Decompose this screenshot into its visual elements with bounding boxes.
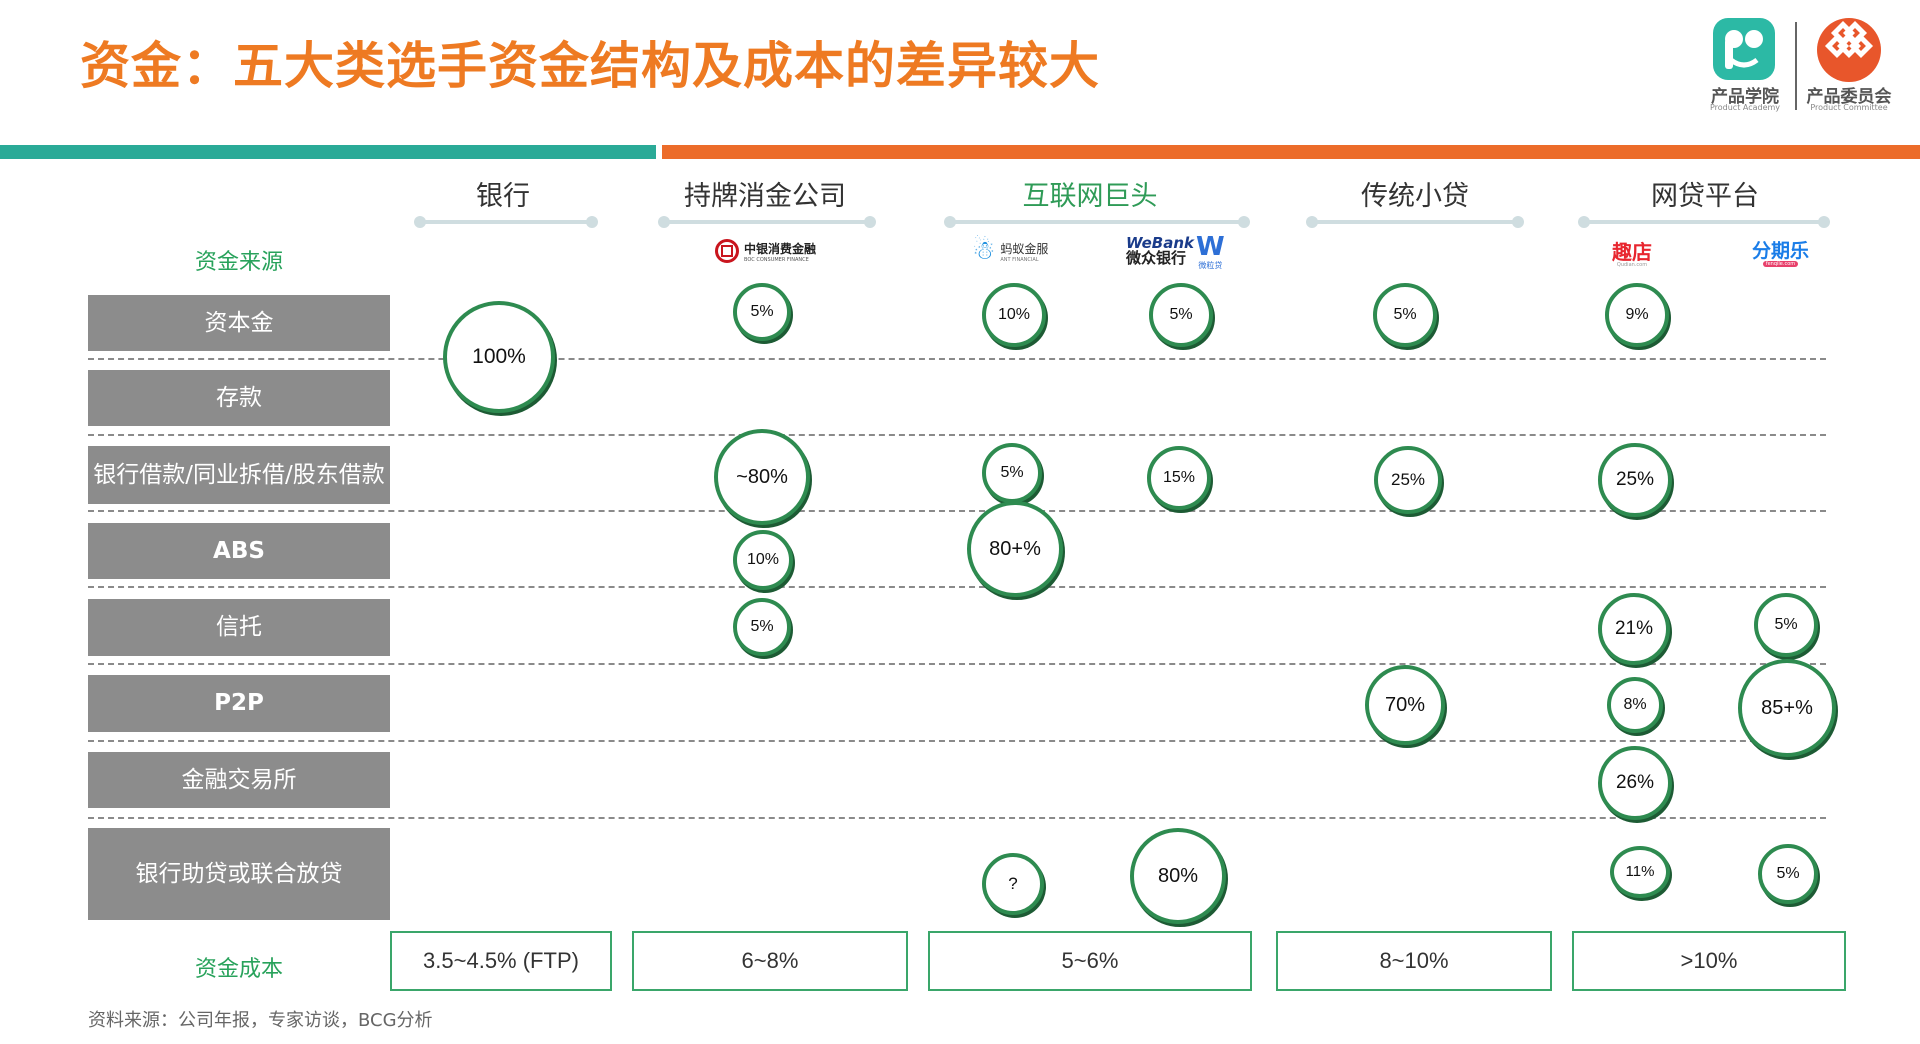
weilidai-logo: W 微粒贷: [1196, 234, 1225, 271]
funding-cost-label: 资金成本: [194, 957, 283, 982]
row-financial-exchange: 金融交易所: [88, 752, 390, 808]
bubble-boc-abs: 10%: [733, 530, 793, 590]
row-divider: [88, 817, 1826, 819]
category-underline-bank: [414, 216, 598, 228]
bubble-webank-bank-borrowing: 15%: [1147, 446, 1211, 510]
ant-icon: ☃: [972, 236, 996, 266]
category-underline-licensed: [658, 216, 876, 228]
bubble-qudian-trust: 21%: [1598, 593, 1670, 665]
cost-internet-giants: 5~6%: [928, 931, 1252, 991]
page-title: 资金：五大类选手资金结构及成本的差异较大: [80, 37, 1100, 95]
category-p2p-platforms: 网贷平台: [1651, 181, 1759, 212]
boc-cn: 中银消费金融: [744, 241, 817, 256]
product-academy-icon: [1713, 18, 1775, 80]
academy-name: 产品学院: [1711, 87, 1779, 107]
bubble-ant-abs: 80+%: [967, 501, 1063, 597]
webank-en: WeBank: [1126, 234, 1194, 252]
bubble-fenqile-joint-lending: 5%: [1758, 844, 1818, 904]
cost-traditional-microloan: 8~10%: [1276, 931, 1552, 991]
row-joint-lending: 银行助贷或联合放贷: [88, 828, 390, 920]
row-divider: [88, 586, 1826, 588]
bubble-qudian-joint-lending: 11%: [1610, 846, 1670, 898]
bubble-boc-trust: 5%: [733, 598, 791, 656]
category-bank: 银行: [476, 181, 530, 212]
category-internet-giants: 互联网巨头: [1022, 181, 1158, 212]
bubble-bank-capital-deposits: 100%: [443, 301, 555, 413]
fenqile-cn: 分期乐: [1752, 240, 1810, 262]
ant-en: ANT FINANCIAL: [1000, 256, 1039, 263]
bubble-qudian-p2p: 8%: [1607, 677, 1663, 733]
fenqile-logo: 分期乐 fenqile.com: [1752, 242, 1809, 267]
cost-bank: 3.5~4.5% (FTP): [390, 931, 612, 991]
bubble-boc-capital: 5%: [733, 283, 791, 341]
weilidai-mark: W: [1196, 232, 1225, 262]
qudian-en: Qudian.com: [1616, 262, 1648, 268]
funding-source-label: 资金来源: [194, 250, 283, 275]
ant-cn: 蚂蚁金服: [1000, 241, 1049, 256]
webank-cn: 微众银行: [1126, 249, 1187, 267]
bubble-ant-bank-borrowing: 5%: [982, 443, 1042, 503]
ant-financial-logo: ☃ 蚂蚁金服 ANT FINANCIAL: [972, 238, 1048, 264]
row-divider: [88, 434, 1826, 436]
category-underline-internet: [944, 216, 1250, 228]
row-deposits: 存款: [88, 370, 390, 426]
bubble-microloan-capital: 5%: [1373, 283, 1437, 347]
orange-divider-bar: [662, 145, 1920, 159]
bubble-boc-bank-borrowing: ~80%: [714, 429, 810, 525]
bubble-microloan-bank-borrowing: 25%: [1374, 446, 1442, 514]
row-divider: [88, 740, 1826, 742]
bubble-qudian-exchange: 26%: [1598, 746, 1672, 820]
row-p2p: P2P: [88, 675, 390, 732]
row-bank-borrowing: 银行借款/同业拆借/股东借款: [88, 446, 390, 504]
category-licensed-consumer-finance: 持牌消金公司: [684, 181, 846, 212]
qudian-cn: 趣店: [1612, 240, 1652, 264]
committee-en: Product Committee: [1810, 103, 1888, 112]
qudian-logo: 趣店 Qudian.com: [1612, 242, 1652, 268]
category-traditional-microloan: 传统小贷: [1361, 181, 1469, 212]
product-committee-icon: [1817, 18, 1881, 82]
product-academy-logo: 产品学院 Product Academy: [1700, 18, 1790, 113]
webank-logo: WeBank 微众银行: [1126, 236, 1194, 266]
bubble-webank-capital: 5%: [1149, 283, 1213, 347]
weilidai-cn: 微粒贷: [1198, 261, 1223, 270]
category-underline-microloan: [1306, 216, 1524, 228]
cost-p2p-platforms: >10%: [1572, 931, 1846, 991]
category-underline-p2p: [1578, 216, 1830, 228]
logo-divider: [1795, 22, 1797, 110]
academy-en: Product Academy: [1709, 103, 1781, 112]
teal-divider-bar: [0, 145, 656, 159]
boc-icon: [715, 239, 739, 263]
row-abs: ABS: [88, 523, 390, 579]
row-trust: 信托: [88, 599, 390, 656]
bubble-ant-joint-lending: ?: [982, 853, 1044, 915]
bubble-fenqile-trust: 5%: [1754, 593, 1818, 657]
cost-licensed-consumer-finance: 6~8%: [632, 931, 908, 991]
row-divider: [88, 663, 1826, 665]
row-divider: [88, 358, 1826, 360]
committee-name: 产品委员会: [1806, 87, 1892, 107]
product-committee-logo: 产品委员会 Product Committee: [1802, 18, 1897, 113]
row-divider: [88, 510, 1826, 512]
bubble-qudian-capital: 9%: [1605, 283, 1669, 347]
fenqile-en: fenqile.com: [1762, 261, 1799, 267]
bubble-microloan-p2p: 70%: [1365, 665, 1445, 745]
bubble-webank-joint-lending: 80%: [1130, 828, 1226, 924]
bubble-fenqile-p2p: 85+%: [1738, 659, 1836, 757]
boc-consumer-finance-logo: 中银消费金融 BOC CONSUMER FINANCE: [715, 239, 816, 263]
boc-en: BOC CONSUMER FINANCE: [744, 256, 809, 263]
bubble-qudian-bank-borrowing: 25%: [1598, 443, 1672, 517]
row-capital: 资本金: [88, 295, 390, 351]
bubble-ant-capital: 10%: [982, 283, 1046, 347]
source-note: 资料来源：公司年报，专家访谈，BCG分析: [88, 1010, 433, 1031]
